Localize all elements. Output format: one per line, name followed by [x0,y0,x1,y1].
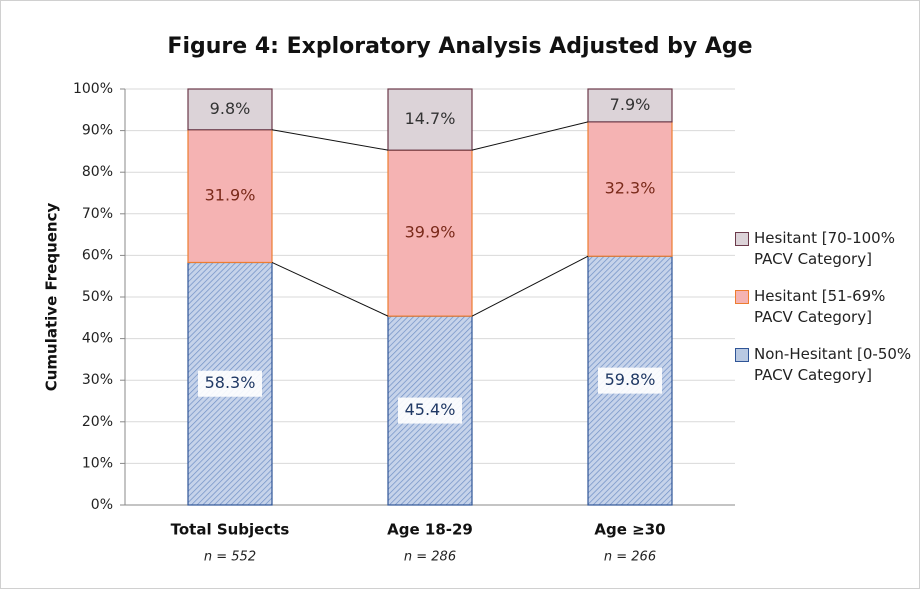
bar-segment [187,129,273,264]
legend-swatch [735,290,749,304]
data-label: 31.9% [205,186,256,205]
data-label: 39.9% [405,223,456,242]
chart-title: Figure 4: Exploratory Analysis Adjusted … [167,34,752,59]
category-note: n = 266 [604,550,656,565]
y-tick-label: 90% [82,123,113,139]
connector [271,129,389,151]
label-box [598,367,662,394]
y-tick-label: 30% [82,372,113,388]
legend-entry: Hesitant [51-69% PACV Category] [735,286,919,328]
bar-segment [587,88,673,123]
legend-label: Hesitant [70-100% PACV Category] [754,229,895,268]
legend-label: Hesitant [51-69% PACV Category] [754,287,886,326]
legend-swatch [735,232,749,246]
data-label: 7.9% [610,95,651,114]
legend-label: Non-Hesitant [0-50% PACV Category] [754,345,912,384]
y-tick-label: 20% [82,414,113,430]
y-tick-label: 40% [82,331,113,347]
data-label: 59.8% [605,370,656,389]
category-note: n = 552 [204,550,256,565]
label-box [398,397,462,424]
bar-segment [387,88,473,151]
bar-segment [387,149,473,317]
y-axis-label: Cumulative Frequency [43,203,61,392]
data-label: 45.4% [405,400,456,419]
data-label: 9.8% [210,99,251,118]
data-label: 14.7% [405,109,456,128]
legend-swatch [735,348,749,362]
y-tick-label: 80% [82,164,113,180]
data-label: 32.3% [605,179,656,198]
y-tick-label: 60% [82,247,113,263]
y-tick-label: 10% [82,455,113,471]
legend-entry: Non-Hesitant [0-50% PACV Category] [735,344,919,386]
x-tick-label: Age ≥30 [594,521,665,539]
label-box [198,370,262,397]
connector [471,255,589,317]
connector [271,262,389,317]
y-tick-label: 70% [82,206,113,222]
bar-segment [187,88,273,131]
x-tick-label: Age 18-29 [387,521,473,539]
data-label: 58.3% [205,373,256,392]
category-note: n = 286 [404,550,456,565]
y-tick-label: 50% [82,289,113,305]
y-tick-label: 0% [91,497,113,513]
y-tick-label: 100% [73,81,113,97]
legend-entry: Hesitant [70-100% PACV Category] [735,228,919,270]
connector [471,121,589,151]
x-tick-label: Total Subjects [171,521,290,539]
